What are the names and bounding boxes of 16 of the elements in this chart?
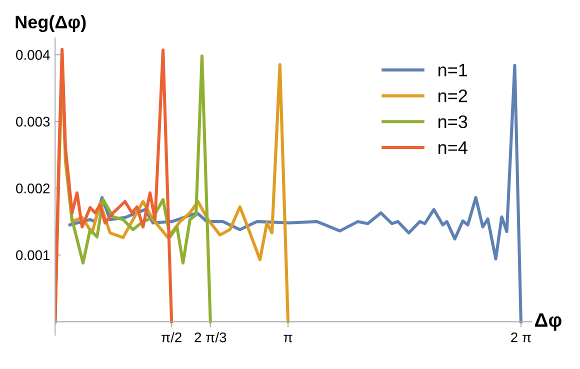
x-tick-label: 2 π [511, 332, 531, 342]
legend-label: n=1 [438, 64, 468, 76]
x-tick-label: π [284, 334, 292, 342]
y-axis-title: Neg(Δφ) [16, 15, 86, 32]
line-series [55, 48, 174, 324]
x-axis-title: Δφ [535, 313, 562, 331]
legend-label: n=3 [438, 115, 468, 128]
x-tick-label: π/2 [162, 332, 182, 342]
legend-label: n=2 [438, 90, 468, 102]
y-tick-label: 0.001 [16, 250, 50, 260]
legend-label: n=4 [438, 141, 468, 154]
y-tick-label: 0.004 [16, 50, 50, 60]
y-tick-label: 0.003 [16, 116, 50, 127]
x-tick-label: 2 π/3 [194, 332, 226, 342]
y-tick-label: 0.002 [16, 184, 50, 194]
line-series [68, 64, 522, 324]
